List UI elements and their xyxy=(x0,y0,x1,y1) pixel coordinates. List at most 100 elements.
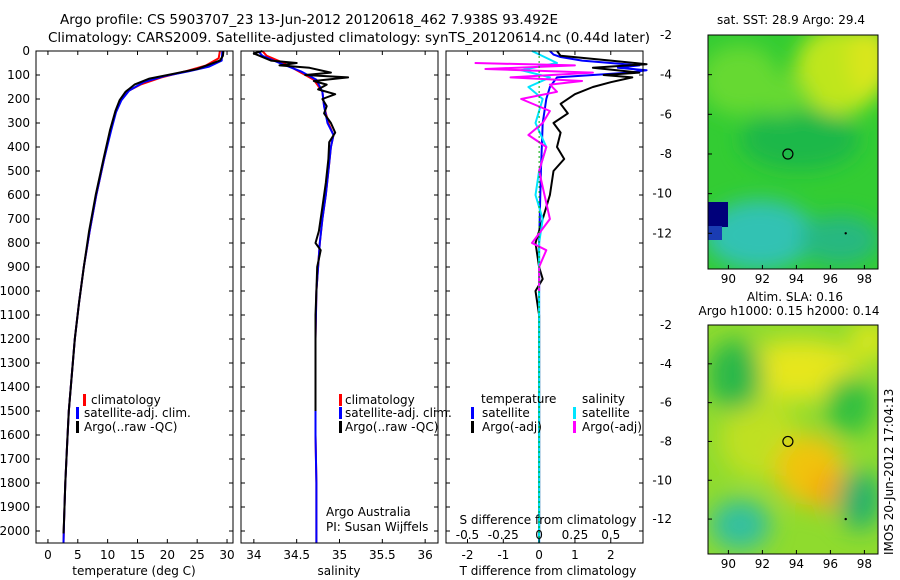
x-tick-label: 36 xyxy=(418,548,433,562)
legend-swatch-t-satellite xyxy=(471,407,474,419)
legend-label-satellite: satellite-adj. clim. xyxy=(345,406,452,420)
argo-position-marker xyxy=(782,435,794,448)
annotation-pi: PI: Susan Wijffels xyxy=(326,520,428,534)
salinity-tick-labels: 34 34.5 35 35.5 36 xyxy=(241,50,438,562)
map-x-tick-label: 94 xyxy=(789,272,804,286)
depth-tick-label: 0 xyxy=(22,44,30,58)
legend-label-s-argo: Argo(-adj) xyxy=(582,420,642,434)
depth-tick-labels: 0 100 200 300 400 500 600 700 800 900 1000 1100 1200… xyxy=(0,44,30,538)
map-y-tick-label: -6 xyxy=(660,107,672,121)
temperature-legend: climatology satellite-adj. clim. Argo(..… xyxy=(76,393,191,434)
temperature-axes-box xyxy=(35,50,234,544)
series-line-climatology xyxy=(261,50,335,543)
depth-tick-label: 1000 xyxy=(0,284,30,298)
x-tick-label: 2 xyxy=(607,548,615,562)
sla-map-title: Altim. SLA: 0.16 xyxy=(747,290,843,304)
x-tick-label: 20 xyxy=(160,548,175,562)
temperature-panel: 0 5 10 15 20 25 30 0 100 200 300 400 500 600 700 800 90… xyxy=(0,44,235,578)
argo-position-marker xyxy=(782,148,794,160)
legend-label-argo: Argo(..raw -QC) xyxy=(84,420,177,434)
map-y-tick-label: -2 xyxy=(660,318,672,332)
legend-title-salinity: salinity xyxy=(582,392,625,406)
temperature-lines xyxy=(62,50,225,544)
legend-swatch-satellite xyxy=(76,407,79,419)
salinity-axes-box xyxy=(240,50,439,544)
header-line1: Argo profile: CS 5903707_23 13-Jun-2012 … xyxy=(60,12,558,28)
map-x-tick-label: 90 xyxy=(721,272,736,286)
sst-heatmap-field xyxy=(708,35,878,269)
map-y-tick-label: -10 xyxy=(652,473,672,487)
map-y-tick-label: -10 xyxy=(652,187,672,201)
depth-tick-label: 2000 xyxy=(0,524,30,538)
t-difference-xlabel: T difference from climatology xyxy=(459,564,637,578)
map-x-tick-label: 98 xyxy=(857,272,872,286)
x-tick-label: 35.5 xyxy=(369,548,396,562)
s-tick-label: -0.25 xyxy=(488,528,519,542)
salinity-legend: climatology satellite-adj. clim. Argo(..… xyxy=(339,393,452,434)
map-x-tick-label: 96 xyxy=(823,557,838,571)
series-line-argo-raw-qc- xyxy=(62,50,225,534)
x-tick-label: 1 xyxy=(571,548,579,562)
salinity-panel: 34 34.5 35 35.5 36 salinity climatology sate… xyxy=(240,50,452,578)
sla-map-subtitle: Argo h1000: 0.15 h2000: 0.14 xyxy=(699,304,880,318)
legend-swatch-satellite xyxy=(339,407,342,419)
island-dot xyxy=(844,232,847,235)
depth-tick-label: 400 xyxy=(7,140,30,154)
depth-tick-label: 700 xyxy=(7,212,30,226)
salinity-lines xyxy=(252,50,350,543)
series-line-argo-adj- xyxy=(534,50,648,531)
x-tick-label: 35 xyxy=(332,548,347,562)
difference-tick-labels: -2 -1 0 1 2 xyxy=(446,50,643,562)
x-tick-label: 34.5 xyxy=(283,548,310,562)
temperature-xlabel: temperature (deg C) xyxy=(72,564,195,578)
depth-tick-label: 500 xyxy=(7,164,30,178)
difference-axes-box xyxy=(445,50,644,544)
sst-map-tick-labels: 90 92 94 96 98 -2 -4 -6 -8 -10 -12 xyxy=(652,28,872,286)
series-line-satellite-salinity xyxy=(520,50,558,543)
legend-label-argo: Argo(..raw -QC) xyxy=(345,420,438,434)
header-line2: Climatology: CARS2009. Satellite-adjuste… xyxy=(48,30,650,46)
sst-map-markers xyxy=(782,148,847,235)
series-line-climatology xyxy=(62,50,221,544)
map-x-tick-label: 94 xyxy=(789,557,804,571)
sla-heatmap-field xyxy=(708,325,878,554)
x-tick-label: 0 xyxy=(535,548,543,562)
map-x-tick-label: 98 xyxy=(857,557,872,571)
map-y-tick-label: -4 xyxy=(660,357,672,371)
sla-map-markers xyxy=(782,435,847,521)
legend-swatch-s-satellite xyxy=(573,407,576,419)
depth-tick-label: 800 xyxy=(7,236,30,250)
x-tick-label: 0 xyxy=(44,548,52,562)
legend-swatch-s-argo xyxy=(573,421,576,433)
map-y-tick-label: -2 xyxy=(660,28,672,42)
depth-tick-label: 1100 xyxy=(0,308,30,322)
s-tick-label: -0.5 xyxy=(456,528,479,542)
s-tick-label: 0 xyxy=(535,528,543,542)
x-tick-label: 5 xyxy=(74,548,82,562)
map-y-tick-label: -8 xyxy=(660,147,672,161)
legend-swatch-climatology xyxy=(83,394,86,406)
s-tick-label: 0.25 xyxy=(562,528,589,542)
x-tick-label: 15 xyxy=(130,548,145,562)
difference-panel: -2 -1 0 1 2 -0.5 -0.25 0 0.25 0.5 S difference f… xyxy=(445,50,648,578)
depth-tick-label: 200 xyxy=(7,92,30,106)
series-line-argo-raw-qc- xyxy=(252,50,350,411)
map-y-tick-label: -12 xyxy=(652,226,672,240)
island-dot xyxy=(844,517,847,521)
depth-tick-label: 1500 xyxy=(0,404,30,418)
x-tick-label: 30 xyxy=(219,548,234,562)
map-y-tick-label: -12 xyxy=(652,512,672,526)
sla-map-tick-labels: 90 92 94 96 98 -2 -4 -6 -8 -10 -12 xyxy=(652,318,872,571)
legend-swatch-t-argo xyxy=(471,421,474,433)
annotation-institution: Argo Australia xyxy=(326,505,411,519)
series-line-satellite-adj-clim- xyxy=(257,50,335,543)
x-tick-label: 34 xyxy=(246,548,261,562)
map-y-tick-label: -4 xyxy=(660,68,672,82)
sst-map-panel: sat. SST: 28.9 Argo: 29.4 90 92 94 96 98 -2 -4… xyxy=(652,13,879,286)
series-line-argo-salinity xyxy=(474,62,594,291)
sla-map-frame xyxy=(707,324,879,555)
depth-tick-label: 300 xyxy=(7,116,30,130)
map-y-tick-label: -6 xyxy=(660,396,672,410)
